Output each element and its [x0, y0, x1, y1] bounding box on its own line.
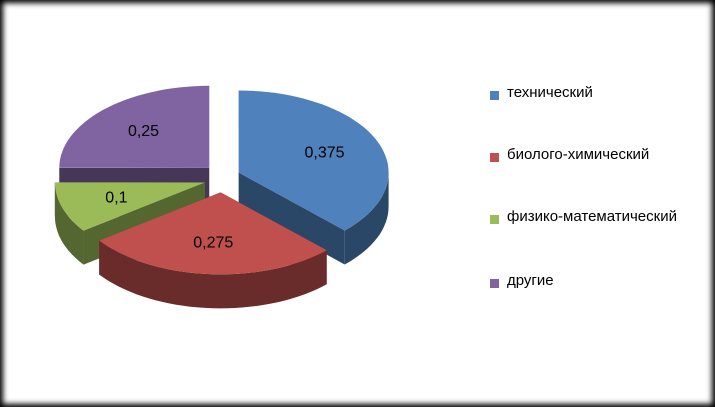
legend-swatch	[490, 279, 499, 288]
legend-item: другие	[490, 272, 705, 294]
slice-side	[238, 172, 345, 265]
legend-label: биолого-химический	[507, 146, 650, 163]
data-label: 0,25	[128, 123, 159, 140]
slice-top	[54, 182, 205, 231]
data-label: 0,275	[193, 234, 233, 251]
legend-item: биолого-химический	[490, 146, 705, 168]
slice-wall	[99, 240, 327, 309]
legend-label: технический	[507, 84, 593, 101]
legend-swatch	[490, 91, 499, 100]
legend-swatch	[490, 215, 499, 224]
slice-wall	[344, 172, 389, 265]
legend-label: другие	[507, 272, 554, 289]
slice-top	[99, 192, 327, 275]
legend-item: физико-математический	[490, 208, 705, 230]
data-label: 0,1	[105, 189, 127, 206]
slice-top	[59, 85, 210, 168]
slice: 0,375	[238, 90, 389, 265]
legend-item: технический	[490, 84, 705, 106]
slice-wall	[54, 182, 84, 265]
legend-label: физико-математический	[507, 208, 677, 225]
data-label: 0,375	[305, 144, 345, 161]
slice-top	[238, 90, 389, 231]
legend-swatch	[490, 153, 499, 162]
slice: 0,275	[99, 192, 327, 309]
